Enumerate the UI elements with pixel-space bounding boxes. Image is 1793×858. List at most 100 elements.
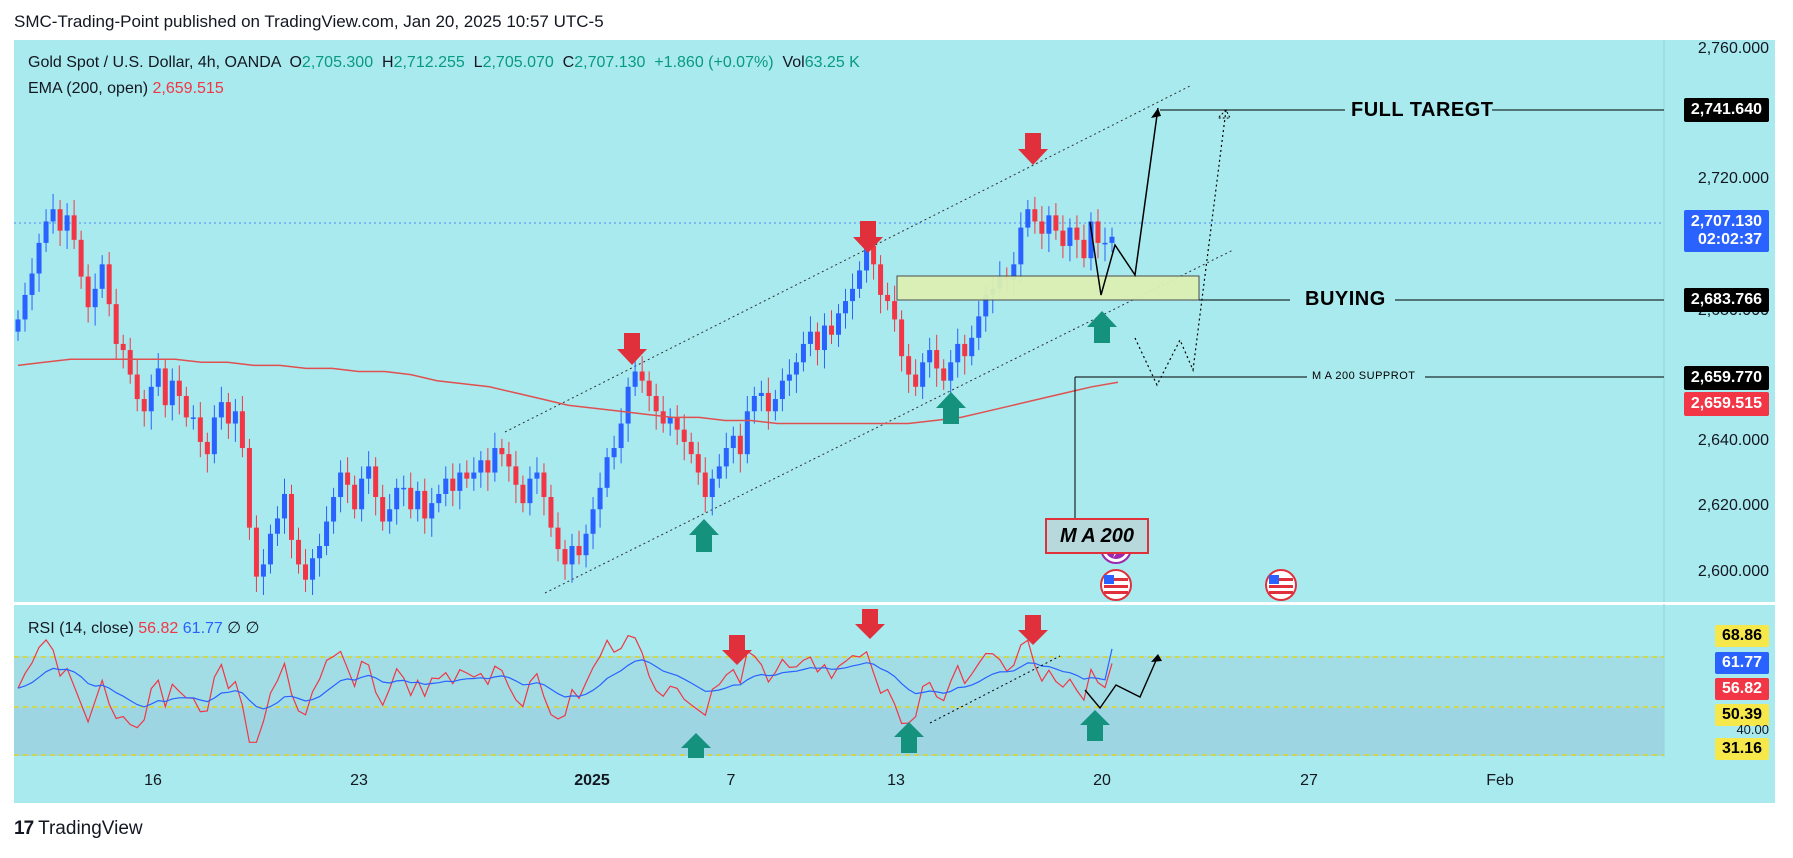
volume-label: Vol — [782, 54, 805, 71]
candle-body — [927, 350, 933, 363]
candle-body — [218, 402, 224, 418]
candle-body — [730, 435, 736, 449]
candle-body — [176, 380, 182, 396]
candle-body — [555, 527, 561, 550]
candle-body — [758, 392, 764, 396]
candle-body — [934, 350, 940, 369]
us-flag-icon-1 — [1100, 569, 1132, 601]
candle-body — [751, 395, 757, 412]
close-value: 2,707.130 — [574, 54, 646, 71]
rsi-value: 56.82 — [138, 620, 179, 637]
rsi-down-arrow-3 — [1018, 615, 1048, 645]
change-value: +1.860 (+0.07%) — [654, 54, 774, 71]
candle-body — [99, 264, 105, 289]
candle-body — [485, 460, 491, 473]
tradingview-logo[interactable]: 17 TradingView — [14, 818, 143, 840]
candle-body — [1046, 215, 1052, 234]
rsi-legend[interactable]: RSI (14, close) 56.82 61.77 ∅ ∅ — [28, 618, 260, 638]
candle-body — [373, 466, 379, 498]
price-tick: 2,620.000 — [1697, 497, 1769, 514]
candle-body — [289, 493, 294, 540]
candle-body — [78, 239, 84, 277]
candle-body — [450, 478, 456, 491]
symbol-label[interactable]: Gold Spot / U.S. Dollar, 4h, OANDA — [28, 54, 281, 71]
ema-legend[interactable]: EMA (200, open) 2,659.515 — [28, 80, 224, 98]
rsi-ma-line — [17, 648, 1113, 710]
candle-body — [962, 343, 968, 357]
candle-body — [127, 350, 133, 375]
rsi-tag-ma: 61.77 — [1714, 652, 1769, 674]
candle-body — [660, 411, 666, 424]
buying-price-tag: 2,683.766 — [1683, 288, 1769, 312]
candle-body — [274, 518, 280, 534]
candle-body — [225, 402, 231, 424]
candle-body — [296, 539, 302, 565]
candle-body — [36, 242, 42, 274]
candle-countdown: 02:02:37 — [1697, 231, 1762, 248]
rsi-projection-arrowhead — [1151, 654, 1162, 662]
rsi-tag-lower: 31.16 — [1714, 738, 1769, 760]
open-label: O — [289, 54, 302, 71]
candle-body — [197, 417, 203, 442]
candle-body — [541, 472, 547, 498]
rsi-up-arrow-2 — [894, 722, 924, 753]
candle-body — [667, 417, 673, 424]
rsi-line — [17, 634, 1113, 743]
candle-body — [324, 521, 330, 547]
price-tick: 2,640.000 — [1697, 432, 1769, 449]
ma-support-label: M A 200 SUPPROT — [1312, 370, 1416, 382]
candle-body — [906, 356, 912, 375]
candle-body — [239, 411, 245, 449]
candle-body — [843, 301, 849, 314]
candle-body — [1011, 264, 1017, 280]
candle-body — [688, 441, 694, 455]
ma200-box: M A 200 — [1045, 518, 1149, 554]
candle-body — [359, 478, 365, 510]
candle-body — [632, 371, 638, 387]
candle-body — [779, 380, 785, 400]
ema-value: 2,659.515 — [152, 80, 224, 97]
rsi-trendline — [929, 655, 1061, 724]
candle-body — [969, 337, 975, 357]
candle-body — [260, 564, 266, 577]
candle-body — [646, 380, 652, 396]
projection-solid — [1089, 107, 1159, 296]
candle-body — [366, 466, 372, 479]
price-tick: 2,760.000 — [1697, 40, 1769, 57]
candle-body — [464, 472, 470, 479]
current-price-value: 2,707.130 — [1690, 213, 1762, 230]
ema-200-line — [17, 358, 1119, 425]
candle-body — [807, 331, 813, 344]
up-arrow-2 — [936, 392, 966, 424]
candle-body — [211, 417, 217, 455]
candle-body — [772, 399, 778, 412]
candle-body — [506, 454, 512, 467]
candle-body — [1025, 209, 1031, 228]
candle-body — [625, 386, 631, 424]
date-label: 20 — [1093, 772, 1111, 789]
candle-body — [352, 484, 358, 510]
candle-body — [604, 457, 610, 488]
date-label: 23 — [350, 772, 368, 789]
rsi-down-arrow-1 — [722, 635, 752, 665]
buy-zone — [896, 275, 1200, 301]
candle-body — [548, 497, 554, 528]
candle-body — [590, 509, 596, 534]
candle-body — [408, 487, 414, 510]
candle-body — [814, 331, 820, 351]
candle-body — [836, 313, 841, 335]
candle-body — [1109, 236, 1115, 243]
candle-body — [913, 374, 919, 387]
candle-body — [1102, 242, 1108, 245]
candle-body — [674, 417, 680, 430]
rsi-empty-value-2: ∅ — [245, 620, 260, 637]
candle-body — [941, 368, 947, 381]
candle-body — [800, 343, 806, 363]
us-flag-icon-2 — [1265, 569, 1297, 601]
candle-body — [190, 417, 196, 419]
candle-body — [71, 215, 77, 240]
candle-body — [983, 294, 989, 317]
rsi-tag-upper: 68.86 — [1714, 625, 1769, 647]
buying-label: BUYING — [1305, 288, 1386, 310]
